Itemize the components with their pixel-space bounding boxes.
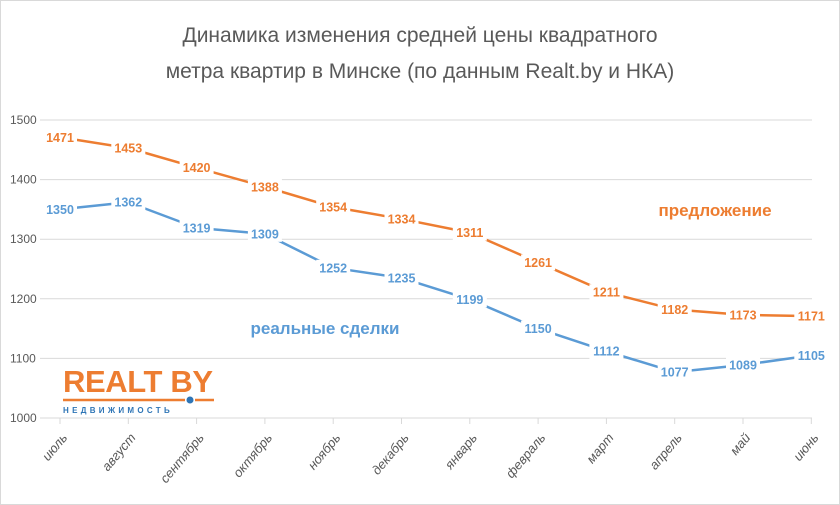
data-label: 1112 bbox=[593, 345, 619, 359]
x-tick-label: февраль bbox=[503, 430, 549, 481]
chart-title-line2: метра квартир в Минске (по данным Realt.… bbox=[166, 60, 675, 83]
data-label: 1319 bbox=[183, 221, 211, 235]
legend-deals: реальные сделки bbox=[251, 319, 400, 338]
data-label-bg bbox=[179, 219, 214, 236]
x-tick-label: июнь bbox=[790, 430, 822, 464]
data-label-bg bbox=[521, 254, 556, 271]
data-label: 1235 bbox=[388, 271, 416, 285]
data-label-bg bbox=[316, 259, 351, 276]
data-label: 1309 bbox=[251, 227, 279, 241]
data-label-bg bbox=[794, 308, 829, 325]
data-label: 1077 bbox=[661, 366, 689, 380]
data-label: 1089 bbox=[729, 358, 757, 372]
data-label: 1171 bbox=[798, 310, 825, 324]
data-label: 1311 bbox=[456, 226, 483, 240]
data-label-bg bbox=[726, 306, 760, 323]
data-label: 1453 bbox=[114, 142, 142, 156]
data-label: 1182 bbox=[661, 303, 688, 317]
data-label: 1334 bbox=[388, 212, 416, 226]
data-label-bg bbox=[657, 364, 692, 381]
y-tick-label: 1300 bbox=[10, 232, 37, 246]
logo-text: REALT BY bbox=[63, 364, 213, 399]
x-tick-label: май bbox=[727, 430, 754, 458]
data-label: 1199 bbox=[456, 293, 483, 307]
data-label-bg bbox=[111, 194, 146, 211]
data-label: 1350 bbox=[46, 203, 74, 217]
y-tick-label: 1200 bbox=[10, 292, 37, 306]
x-tick-label: ноябрь bbox=[305, 430, 344, 472]
data-label: 1362 bbox=[114, 196, 142, 210]
data-label: 1354 bbox=[319, 201, 347, 215]
data-label: 1150 bbox=[525, 322, 552, 336]
data-label-bg bbox=[247, 225, 282, 242]
data-label-bg bbox=[316, 199, 351, 216]
realt-by-logo: REALT BY НЕДВИЖИМОСТЬ bbox=[63, 364, 214, 415]
data-label-bg bbox=[657, 301, 692, 318]
y-tick-label: 1100 bbox=[10, 351, 36, 365]
data-label: 1211 bbox=[593, 286, 620, 300]
data-label-bg bbox=[521, 320, 556, 337]
data-label-bg bbox=[726, 356, 760, 373]
y-tick-label: 1500 bbox=[10, 113, 37, 127]
data-label: 1261 bbox=[524, 256, 552, 270]
data-label-bg bbox=[452, 224, 487, 241]
x-tick-label: июль bbox=[39, 430, 70, 463]
data-label-bg bbox=[794, 347, 829, 364]
data-label-bg bbox=[43, 129, 77, 146]
data-label-bg bbox=[247, 178, 282, 195]
x-tick-label: январь bbox=[441, 430, 480, 473]
data-label: 1471 bbox=[46, 131, 74, 145]
y-tick-label: 1400 bbox=[10, 173, 37, 187]
x-tick-label: август bbox=[99, 430, 139, 474]
logo-subtitle: НЕДВИЖИМОСТЬ bbox=[63, 406, 173, 415]
x-tick-label: октябрь bbox=[230, 430, 275, 480]
data-label-bg bbox=[452, 291, 487, 308]
x-tick-label: апрель bbox=[646, 430, 685, 472]
data-label-bg bbox=[384, 269, 419, 286]
data-label-bg bbox=[179, 159, 214, 176]
data-label: 1388 bbox=[251, 180, 279, 194]
x-tick-label: март bbox=[583, 430, 617, 466]
x-tick-label: сентябрь bbox=[157, 430, 207, 486]
data-label-bg bbox=[43, 201, 77, 218]
data-label-bg bbox=[589, 284, 624, 301]
series-line-deals bbox=[59, 200, 812, 374]
data-label-bg bbox=[384, 210, 419, 227]
chart-title-line1: Динамика изменения средней цены квадратн… bbox=[182, 24, 657, 47]
y-tick-label: 1000 bbox=[10, 411, 37, 425]
data-label-bg bbox=[589, 343, 624, 360]
data-label: 1252 bbox=[319, 261, 347, 275]
data-label: 1173 bbox=[729, 308, 756, 322]
x-tick-label: декабрь bbox=[369, 430, 412, 477]
data-label: 1420 bbox=[183, 161, 211, 175]
data-label: 1105 bbox=[798, 349, 825, 363]
data-label-bg bbox=[111, 140, 146, 157]
legend-offer: предложение bbox=[658, 201, 771, 220]
